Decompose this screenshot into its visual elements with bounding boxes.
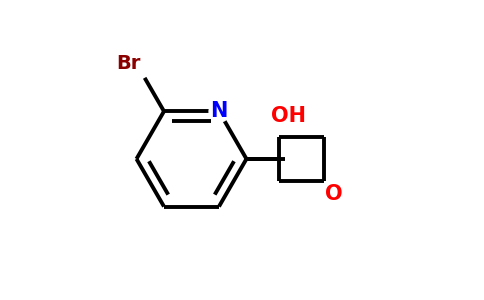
Text: O: O <box>325 184 343 204</box>
Text: OH: OH <box>271 106 305 126</box>
Text: N: N <box>210 101 227 121</box>
Text: Br: Br <box>116 54 140 74</box>
